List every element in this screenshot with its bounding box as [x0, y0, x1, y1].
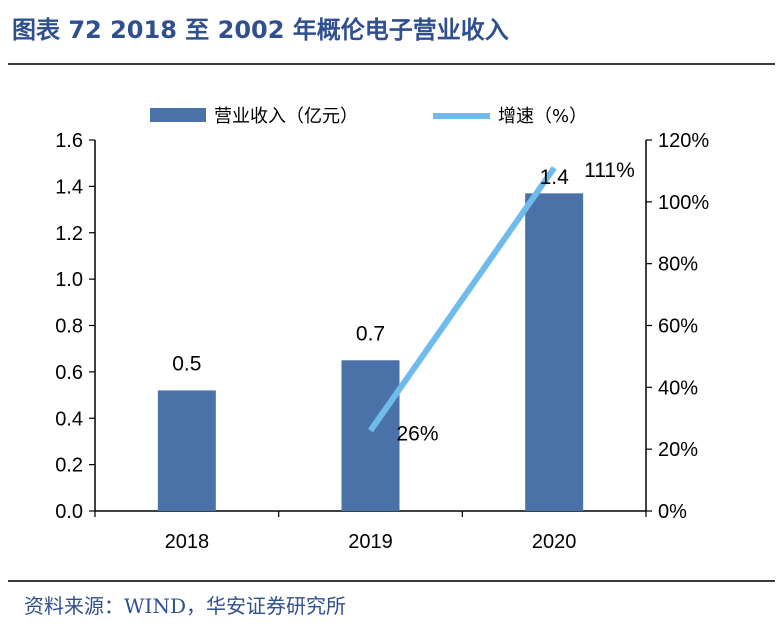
growth-data-label: 26% — [397, 423, 439, 446]
right-axis-tick-label: 20% — [658, 439, 698, 461]
x-axis-tick-label: 2019 — [348, 531, 393, 553]
left-axis-tick-label: 0.4 — [55, 408, 83, 430]
legend-label-growth: 增速（%） — [498, 106, 587, 127]
legend-swatch-revenue — [150, 108, 206, 122]
revenue-bar — [341, 360, 400, 511]
x-axis-tick-label: 2018 — [165, 531, 210, 553]
right-axis-tick-label: 80% — [658, 254, 698, 276]
revenue-chart: 0.0 0.2 0.4 0.6 0.8 1.0 1.2 1.4 1.6 0% 20% 40% 60% 80… — [55, 106, 709, 553]
right-axis-tick-label: 60% — [658, 316, 698, 338]
revenue-data-label: 1.4 — [540, 166, 570, 189]
left-axis-tick-label: 1.4 — [55, 176, 83, 198]
right-axis-tick-label: 120% — [658, 130, 709, 152]
revenue-bar — [157, 390, 216, 511]
left-axis-tick-label: 1.0 — [55, 269, 83, 291]
growth-line — [368, 166, 557, 433]
left-axis-tick-label: 1.2 — [55, 223, 83, 245]
legend-label-revenue: 营业收入（亿元） — [214, 106, 358, 127]
revenue-data-label: 0.7 — [356, 322, 385, 345]
left-axis-tick-label: 0.0 — [55, 501, 83, 523]
left-axis-tick-label: 0.6 — [55, 362, 83, 384]
left-axis-tick-label: 0.8 — [55, 316, 83, 338]
revenue-bar — [525, 193, 584, 512]
revenue-data-label: 0.5 — [172, 352, 201, 375]
growth-data-label: 111% — [584, 159, 635, 182]
left-axis-tick-label: 1.6 — [55, 130, 83, 152]
left-axis-tick-label: 0.2 — [55, 455, 83, 477]
figure-title: 图表 72 2018 至 2002 年概伦电子营业收入 — [12, 16, 509, 44]
right-axis-tick-label: 100% — [658, 192, 709, 214]
source-divider — [8, 580, 775, 582]
right-axis-tick-label: 0% — [658, 501, 687, 523]
x-axis-tick-label: 2020 — [532, 531, 577, 553]
title-divider — [8, 63, 775, 65]
right-axis-tick-label: 40% — [658, 377, 698, 399]
source-note: 资料来源：WIND，华安证券研究所 — [24, 594, 346, 618]
